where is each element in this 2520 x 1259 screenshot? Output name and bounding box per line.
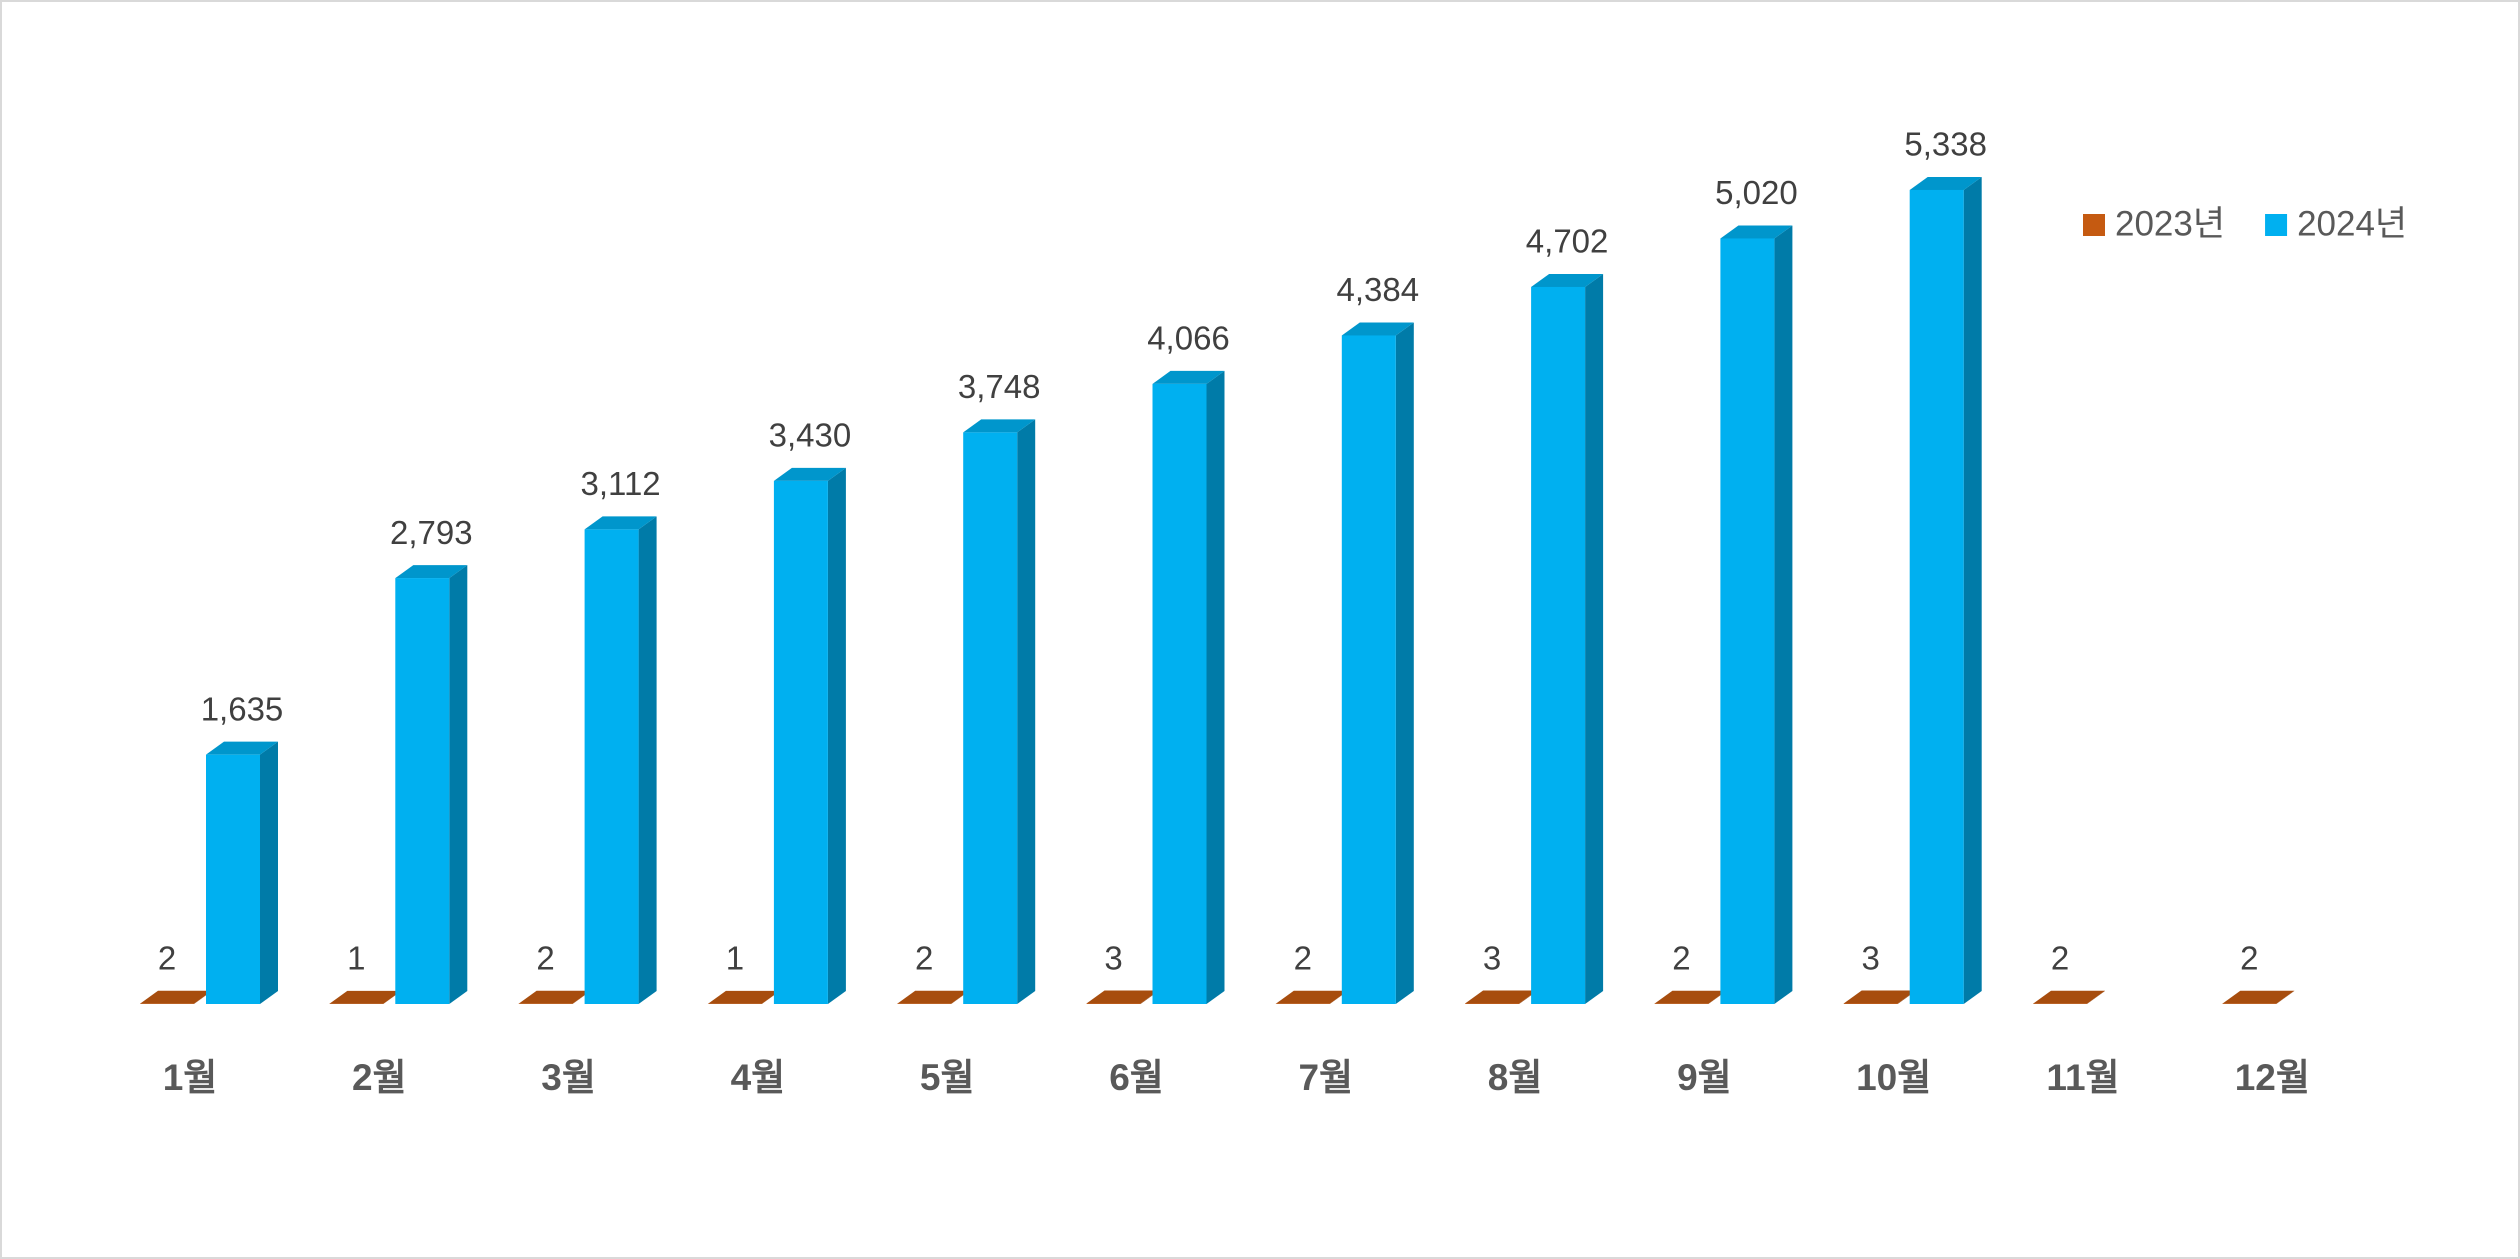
data-label: 3,430 <box>769 417 852 454</box>
bar <box>1341 335 1396 1004</box>
bar-side <box>1774 225 1793 1004</box>
bar <box>773 480 828 1004</box>
legend-swatch <box>2265 214 2288 236</box>
data-label: 3 <box>1862 939 1880 976</box>
bar-side <box>638 516 657 1004</box>
data-label: 1 <box>726 940 744 977</box>
bar-side <box>260 741 278 1004</box>
x-tick-label: 8월 <box>1488 1057 1543 1098</box>
data-label: 3 <box>1483 939 1501 976</box>
data-label: 3 <box>1104 939 1122 976</box>
x-tick-label: 5월 <box>920 1057 975 1098</box>
data-label: 2 <box>2240 939 2258 976</box>
bar-side <box>2276 990 2295 1004</box>
bar <box>1909 189 1964 1004</box>
bar-top <box>329 990 402 1004</box>
bar-top <box>2033 990 2105 1004</box>
bar-top <box>206 741 278 755</box>
data-label: 1,635 <box>201 690 284 727</box>
bar-side <box>1206 370 1225 1004</box>
bar-top <box>707 990 780 1004</box>
legend-label: 2024년 <box>2297 204 2407 243</box>
bar-top <box>584 516 657 530</box>
data-label: 2 <box>1672 939 1690 976</box>
bar <box>584 529 639 1004</box>
bar-top <box>395 565 468 579</box>
bar-side <box>1017 419 1036 1004</box>
data-label: 4,702 <box>1526 223 1609 260</box>
bar-side <box>1963 176 1982 1004</box>
legend-swatch <box>2083 214 2105 236</box>
bar-top <box>1654 990 1727 1004</box>
data-label: 2 <box>915 939 933 976</box>
x-tick-label: 6월 <box>1109 1057 1164 1098</box>
bar-top <box>1341 322 1414 336</box>
bar-top <box>1843 990 1916 1004</box>
bar-top <box>518 990 591 1004</box>
bar-top <box>1909 176 1982 190</box>
bar-side <box>1395 322 1414 1004</box>
x-tick-label: 4월 <box>731 1057 786 1098</box>
x-tick-label: 3월 <box>541 1057 596 1098</box>
data-label: 3,748 <box>958 368 1041 405</box>
bar-side <box>449 565 468 1004</box>
x-tick-label: 9월 <box>1677 1057 1732 1098</box>
legend-label: 2023년 <box>2115 204 2225 243</box>
data-label: 5,338 <box>1904 126 1987 163</box>
x-tick-label: 1월 <box>163 1057 218 1098</box>
bar <box>1720 238 1775 1004</box>
data-label: 5,020 <box>1715 174 1798 211</box>
bar-top <box>1531 273 1604 287</box>
bar-top <box>1152 370 1225 384</box>
data-label: 4,066 <box>1147 320 1230 357</box>
bar-top <box>1086 990 1159 1004</box>
bar-side <box>1585 273 1604 1004</box>
data-label: 1 <box>347 940 365 977</box>
data-label: 2 <box>536 939 554 976</box>
bar-top <box>963 419 1036 433</box>
bar <box>206 754 260 1004</box>
bar-top <box>897 990 970 1004</box>
bar <box>1531 286 1586 1004</box>
bar-top <box>1720 225 1793 239</box>
x-tick-label: 10월 <box>1856 1057 1931 1098</box>
bar <box>1152 383 1207 1004</box>
bar-top <box>773 467 846 481</box>
bar-top <box>140 990 212 1004</box>
data-label: 4,384 <box>1337 271 1420 308</box>
x-tick-label: 11월 <box>2046 1057 2119 1098</box>
bar-top <box>1465 990 1538 1004</box>
data-label: 2 <box>1294 939 1312 976</box>
x-tick-label: 12월 <box>2235 1057 2310 1098</box>
bar <box>963 432 1018 1004</box>
x-tick-label: 2월 <box>352 1057 407 1098</box>
data-label: 2,793 <box>390 514 473 551</box>
bar <box>395 578 450 1004</box>
bar-side <box>2087 990 2105 1004</box>
data-label: 2 <box>2051 939 2069 976</box>
bar-top <box>1275 990 1348 1004</box>
data-label: 2 <box>158 939 176 976</box>
data-label: 3,112 <box>581 465 661 502</box>
x-tick-label: 7월 <box>1298 1057 1353 1098</box>
bar-side <box>827 467 846 1004</box>
bar-top <box>2222 990 2295 1004</box>
